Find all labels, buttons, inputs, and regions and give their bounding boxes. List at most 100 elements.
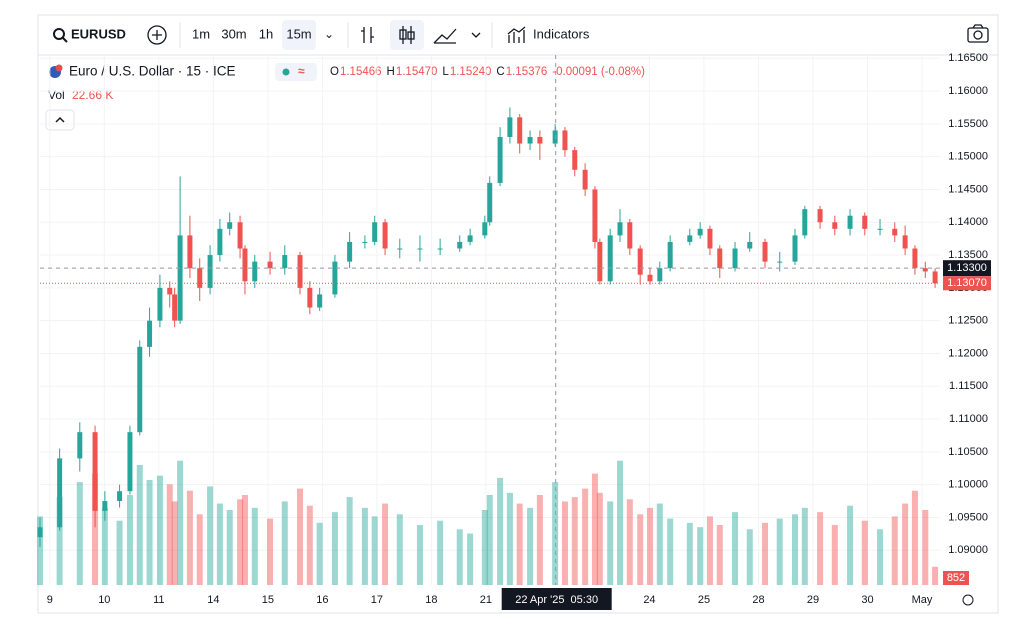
volume-bar <box>571 497 578 585</box>
volume-bar <box>716 525 723 585</box>
candle-body <box>167 287 173 295</box>
candle-body <box>242 248 248 282</box>
x-tick-label: 30 <box>861 594 873 606</box>
crosshair-price-box <box>943 260 991 277</box>
volume-bar <box>396 514 403 585</box>
status-badge <box>275 63 317 81</box>
candle-body <box>832 222 838 229</box>
x-tick-label: May <box>912 594 933 606</box>
volume-bar <box>637 514 644 585</box>
indicators-icon <box>507 26 526 43</box>
volume-bar <box>267 518 274 585</box>
candles-icon <box>407 31 415 40</box>
volume-bar <box>646 507 653 585</box>
volume-bar <box>116 520 123 585</box>
interval-button[interactable]: 15m <box>286 26 311 41</box>
collapse-button[interactable] <box>45 109 75 131</box>
indicators-button[interactable]: Indicators <box>533 26 590 41</box>
candle-body <box>637 248 643 275</box>
ohlc-key: H <box>387 66 395 78</box>
interval-button[interactable]: 1m <box>192 26 210 41</box>
ohlc-key: L <box>442 66 449 78</box>
volume-bar <box>817 512 824 585</box>
volume-bar <box>706 516 713 585</box>
volume-bar <box>617 460 624 585</box>
volume-bar <box>486 495 493 585</box>
volume-bar <box>437 520 444 585</box>
x-tick-label: 14 <box>207 594 219 606</box>
volume-bar <box>582 488 589 585</box>
y-tick-label: 1.13500 <box>948 249 988 261</box>
symbol: EURUSD <box>71 26 126 41</box>
candle-body <box>92 432 98 511</box>
candle-body <box>527 136 533 144</box>
volume-bar <box>732 512 739 585</box>
candle-body <box>902 235 908 249</box>
bar-type[interactable] <box>361 20 526 50</box>
volume-bar <box>237 499 244 585</box>
volume-bar <box>686 522 693 585</box>
candle-body <box>732 248 738 269</box>
candle-body <box>657 268 663 282</box>
candle-body <box>102 501 108 511</box>
volume-bar <box>216 503 223 585</box>
candle-body <box>467 235 473 242</box>
candle-body <box>57 458 63 528</box>
volume-bar <box>667 518 674 585</box>
y-tick-label: 1.16500 <box>948 52 988 64</box>
candle-body <box>592 189 598 242</box>
volume-bar <box>126 495 133 585</box>
volume-bar <box>527 507 534 585</box>
last-volume-label: 852 <box>947 572 965 584</box>
candle-body <box>877 228 883 230</box>
volume-bar <box>146 480 153 585</box>
search-icon <box>53 28 65 40</box>
candle-body <box>617 222 623 236</box>
candle-body <box>372 222 378 242</box>
y-tick-label: 1.14500 <box>948 183 988 195</box>
volume-bar <box>92 473 99 585</box>
candle-body <box>862 215 868 229</box>
interval-dropdown[interactable]: ⌄ <box>324 27 334 41</box>
status-icon: ≈ <box>298 64 305 78</box>
candle-body <box>582 169 588 190</box>
search-icon <box>62 37 68 43</box>
y-tick-label: 1.16000 <box>948 85 988 97</box>
volume-bar <box>791 514 798 585</box>
candle-body <box>417 248 423 250</box>
candle-body <box>647 274 653 282</box>
volume-bar <box>166 484 173 585</box>
volume-bar <box>902 503 909 585</box>
symbol-search[interactable]: EURUSD <box>53 26 126 43</box>
x-tick-label: 17 <box>371 594 383 606</box>
volume-bar <box>516 503 523 585</box>
y-tick-label: 1.12500 <box>948 315 988 327</box>
interval-button[interactable]: 30m <box>221 26 246 41</box>
candle-body <box>912 248 918 269</box>
x-tick-label: 28 <box>752 594 764 606</box>
candle-body <box>117 491 123 502</box>
interval-button[interactable]: 1h <box>259 26 273 41</box>
volume-bar <box>626 499 633 585</box>
ohlc-value: 1.15376 <box>506 66 548 78</box>
volume-bar <box>891 516 898 585</box>
volume-bar <box>361 507 368 585</box>
settings-icon[interactable] <box>962 594 974 606</box>
compare-button[interactable] <box>147 25 167 45</box>
candle-body <box>282 255 288 269</box>
chevron-up <box>55 116 65 123</box>
snapshot-button[interactable] <box>967 24 989 43</box>
candle-body <box>747 241 753 249</box>
candle-body <box>922 268 928 272</box>
vol-value: 22.66 K <box>72 88 113 102</box>
chevron <box>471 32 481 38</box>
volume-bar <box>467 533 474 585</box>
last-price-label: 1.13070 <box>947 277 987 289</box>
plus-icon <box>152 30 162 40</box>
volume-bar <box>37 516 43 585</box>
volume-bar <box>171 501 178 585</box>
volume-bar <box>831 525 838 585</box>
volume-bar <box>746 529 753 585</box>
volume-bar <box>776 518 783 585</box>
